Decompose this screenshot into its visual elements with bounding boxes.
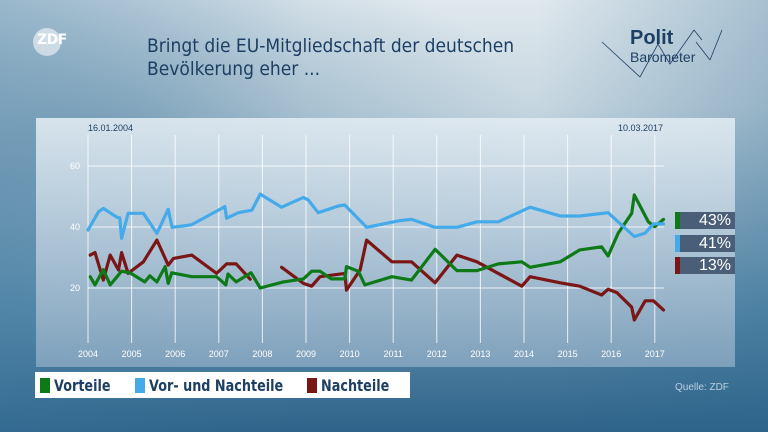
x-tick-label: 2012 xyxy=(427,349,447,359)
x-tick-label: 2014 xyxy=(514,349,534,359)
x-tick-label: 2007 xyxy=(209,349,229,359)
value-box-vorteile: 43% xyxy=(675,212,735,229)
title-line-2: Bevölkerung eher ... xyxy=(147,58,321,80)
brand-polit: Polit xyxy=(630,27,674,49)
value-box-vor-und-nachteile: 41% xyxy=(675,235,735,252)
x-tick-label: 2008 xyxy=(252,349,272,359)
barometer-zigzag-icon xyxy=(601,29,723,78)
marker-nachteile xyxy=(675,257,680,274)
value-vorteile: 43% xyxy=(698,212,731,229)
x-tick-label: 2015 xyxy=(558,349,578,359)
legend-item-vorteile: Vorteile xyxy=(40,375,125,395)
x-tick-label: 2017 xyxy=(645,349,665,359)
series-line-vor-und-nachteile xyxy=(86,192,666,240)
start-date-label: 16.01.2004 xyxy=(88,123,133,133)
series-line-nachteile xyxy=(88,238,252,282)
series-line-vorteile xyxy=(88,193,666,290)
legend-swatch xyxy=(307,377,317,393)
x-tick-label: 2010 xyxy=(340,349,360,359)
legend-swatch xyxy=(135,377,145,393)
zdf-logo xyxy=(33,28,61,56)
marker-vor-und-nachteile xyxy=(675,235,680,252)
x-tick-label: 2016 xyxy=(601,349,621,359)
x-tick-label: 2013 xyxy=(470,349,490,359)
y-tick-label: 40 xyxy=(70,222,80,232)
x-tick-label: 2004 xyxy=(78,349,98,359)
end-date-label: 10.03.2017 xyxy=(618,123,663,133)
legend: Vorteile Vor- und Nachteile Nachteile xyxy=(35,372,410,398)
legend-item-nachteile: Nachteile xyxy=(307,375,406,395)
brand-barometer: Barometer xyxy=(630,49,696,65)
legend-swatch xyxy=(40,377,50,393)
value-vor-und-nachteile: 41% xyxy=(698,235,731,252)
legend-label: Vor- und Nachteile xyxy=(149,375,284,395)
legend-label: Nachteile xyxy=(321,375,390,395)
politbarometer-logo: Polit Barometer xyxy=(600,22,730,82)
zdf-logo-text: ZDF xyxy=(37,32,67,48)
title-line-1: Bringt die EU-Mitgliedschaft der deutsch… xyxy=(147,35,515,57)
x-tick-label: 2011 xyxy=(384,349,403,359)
y-tick-label: 60 xyxy=(70,161,80,171)
y-tick-label: 20 xyxy=(70,283,80,293)
marker-vorteile xyxy=(675,212,680,229)
legend-item-vor-und-nachteile: Vor- und Nachteile xyxy=(135,375,317,395)
value-box-nachteile: 13% xyxy=(675,257,735,274)
x-tick-label: 2009 xyxy=(296,349,316,359)
value-nachteile: 13% xyxy=(698,257,731,274)
source-label: Quelle: ZDF xyxy=(675,382,729,393)
x-tick-label: 2005 xyxy=(122,349,142,359)
chart-panel xyxy=(36,118,735,367)
chart-title: Bringt die EU-Mitgliedschaft der deutsch… xyxy=(147,35,514,81)
x-tick-label: 2006 xyxy=(165,349,185,359)
legend-label: Vorteile xyxy=(54,375,111,395)
